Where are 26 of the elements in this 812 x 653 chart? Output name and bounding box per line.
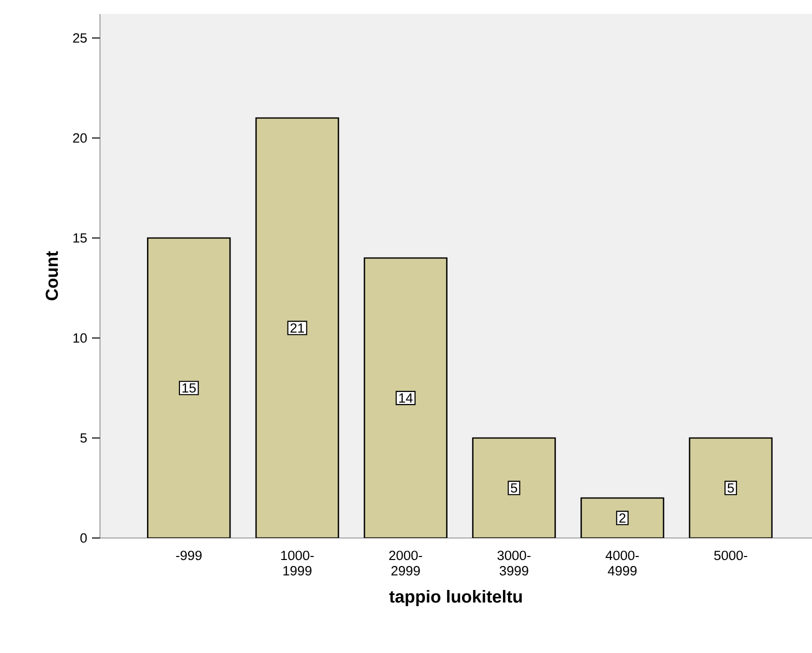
bar (364, 257, 448, 538)
data-label: 21 (290, 323, 304, 333)
bar (580, 497, 664, 538)
data-label: 2 (619, 513, 626, 523)
y-axis-title: Count (46, 251, 58, 300)
bar (255, 117, 340, 538)
data-label: 5 (510, 483, 518, 493)
x-tick-label: -999 (176, 550, 202, 560)
data-label: 15 (182, 383, 196, 393)
y-tick-label: 20 (73, 133, 87, 143)
x-tick-label: 1000-1999 (281, 550, 314, 576)
x-tick-label: 3000-3999 (497, 550, 530, 576)
y-tick-label: 0 (80, 533, 87, 543)
x-tick-label: 2000-2999 (389, 550, 422, 576)
bar (472, 437, 556, 538)
x-tick-label: 5000- (714, 550, 748, 560)
y-tick-label: 5 (80, 433, 87, 443)
y-tick-label: 15 (73, 233, 87, 243)
x-axis-title: tappio luokiteltu (389, 590, 522, 606)
x-tick-label: 4000-4999 (606, 550, 639, 576)
y-tick-label: 25 (73, 33, 87, 43)
y-tick-label: 10 (73, 333, 87, 343)
data-label: 5 (728, 483, 734, 493)
bar (147, 237, 231, 538)
data-label: 14 (399, 393, 413, 403)
bar (688, 437, 773, 538)
